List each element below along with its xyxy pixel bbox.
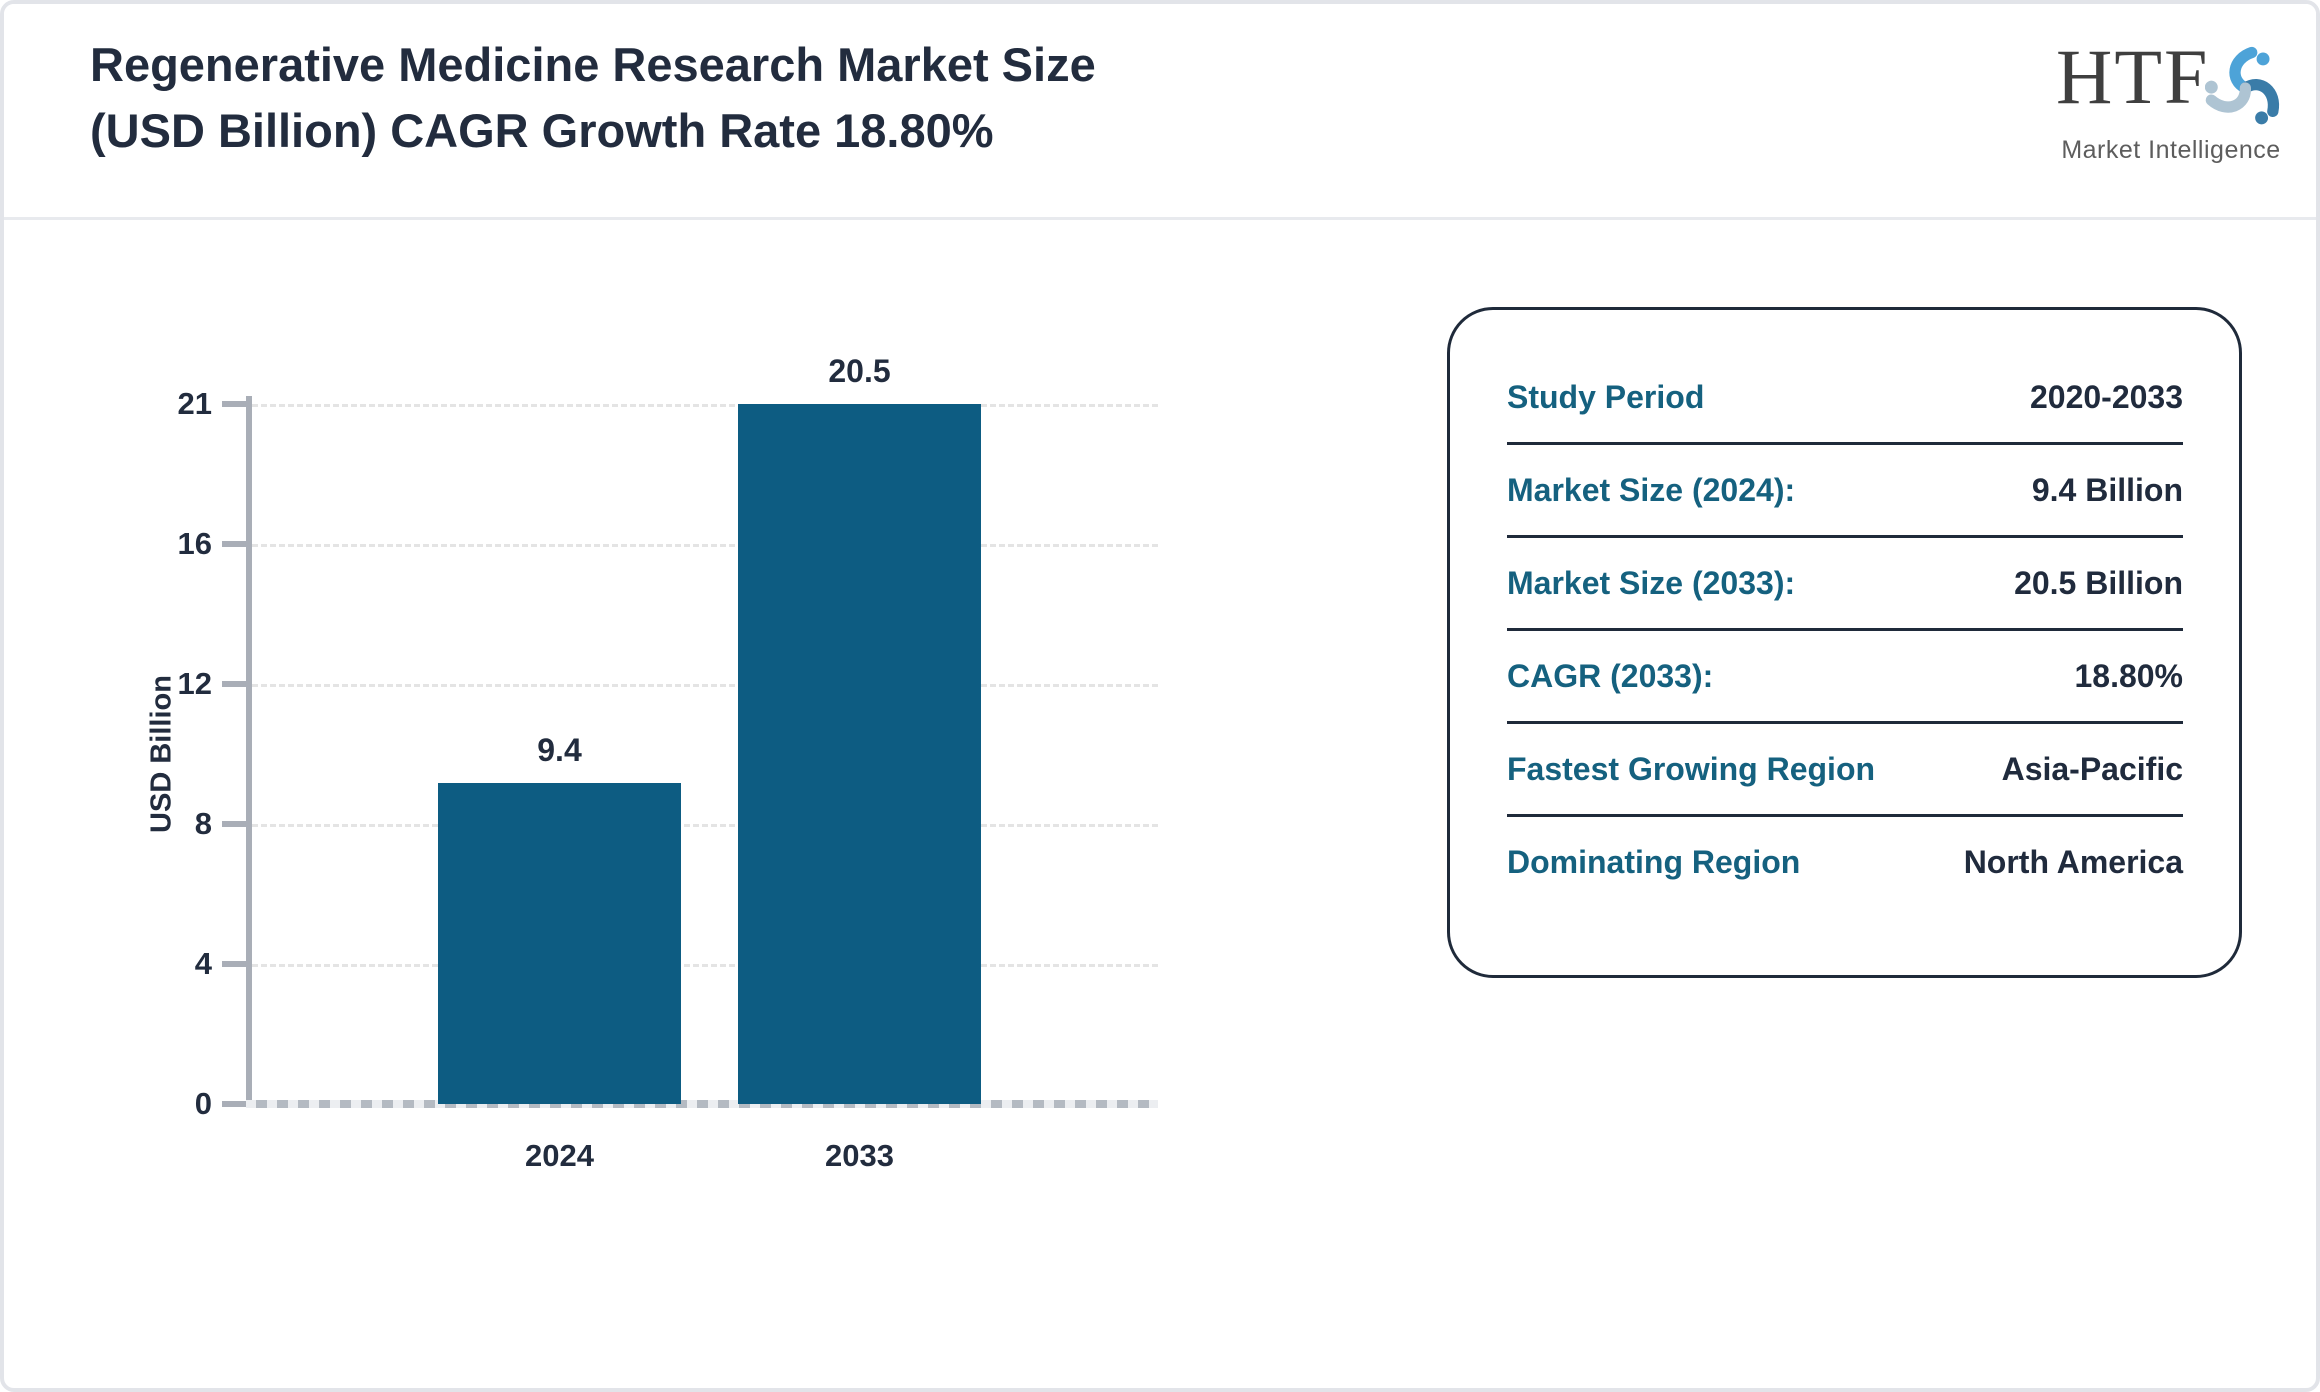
panel-row: Dominating Region North America [1507,817,2183,907]
bar-2024 [438,783,681,1104]
panel-row: Market Size (2033): 20.5 Billion [1507,538,2183,628]
y-axis-title: USD Billion [145,675,178,833]
y-tick-label: 8 [194,806,212,841]
row-separator [1507,628,2183,631]
panel-row-label: Fastest Growing Region [1507,750,1876,787]
y-tick-label: 12 [177,666,212,701]
row-separator [1507,814,2183,817]
panel-row-label: CAGR (2033): [1507,657,1714,694]
plot-area: 0 4 8 12 16 21 9.4 2024 20.5 2033 [178,353,1158,1173]
info-panel: Study Period 2020-2033 Market Size (2024):… [1447,307,2242,978]
panel-row-value: 18.80% [2074,657,2183,694]
y-tick [222,541,246,547]
panel-row-value: 9.4 Billion [2031,471,2183,508]
y-axis-line [246,396,252,1108]
row-separator [1507,442,2183,445]
gridline [252,404,1158,407]
panel-row-label: Market Size (2024): [1507,471,1796,508]
y-tick-label: 4 [194,946,212,981]
gridline [252,684,1158,687]
y-tick [222,961,246,967]
x-axis-line [246,1100,1158,1108]
bar-value-label: 20.5 [828,353,891,389]
panel-row-label: Dominating Region [1507,843,1801,880]
logo-htf-text: HTF [2056,33,2210,120]
htf-logo: HTF [2056,38,2286,165]
panel-row: CAGR (2033): 18.80% [1507,631,2183,721]
y-tick-label: 21 [177,386,212,421]
logo-swirl-icon [2205,46,2280,125]
y-tick [222,681,246,687]
logo-subtext: Market Intelligence [2061,136,2281,164]
panel-row-label: Study Period [1507,378,1705,415]
panel-row: Fastest Growing Region Asia-Pacific [1507,724,2183,814]
y-tick [222,1101,246,1107]
x-tick-label: 2024 [525,1138,594,1173]
panel-row-value: 20.5 Billion [2014,564,2183,601]
page-title: Regenerative Medicine Research Market Si… [90,32,1096,164]
panel-row-label: Market Size (2033): [1507,564,1796,601]
panel-row-value: Asia-Pacific [2001,750,2183,787]
row-separator [1507,721,2183,724]
gridline [252,964,1158,967]
logo-row: HTF [2056,38,2286,134]
gridline [252,824,1158,827]
page-title-line-1: Regenerative Medicine Research Market Si… [90,38,1096,91]
y-tick [222,821,246,827]
panel-row-value: North America [1963,843,2183,880]
y-tick-label: 16 [177,526,212,561]
page-title-line-2: (USD Billion) CAGR Growth Rate 18.80% [90,104,994,157]
y-tick-label: 0 [194,1086,212,1121]
y-tick [222,401,246,407]
bar-chart: USD Billion 0 4 8 12 16 21 9.4 2024 20.5 2033 [4,220,1254,1220]
panel-row: Market Size (2024): 9.4 Billion [1507,445,2183,535]
row-separator [1507,535,2183,538]
gridline [252,544,1158,547]
bar-value-label: 9.4 [537,732,582,768]
panel-row: Study Period 2020-2033 [1507,352,2183,442]
panel-row-value: 2020-2033 [2029,378,2183,415]
bar-2033 [738,404,981,1104]
header: Regenerative Medicine Research Market Si… [4,4,2316,220]
x-tick-label: 2033 [825,1138,894,1173]
